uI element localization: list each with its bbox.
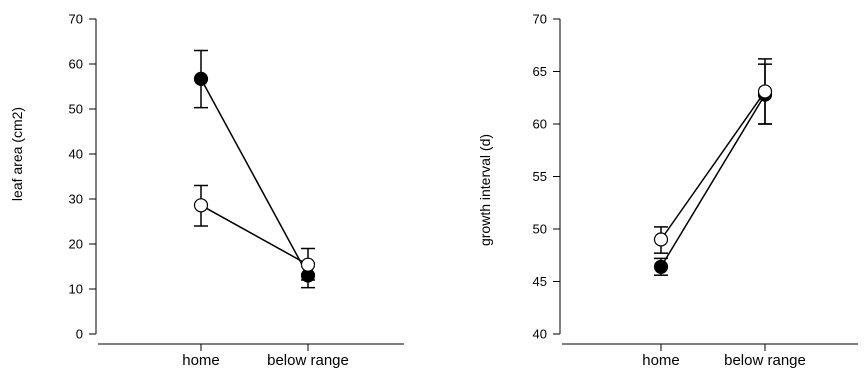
y-tick-label: 30 (69, 192, 83, 207)
data-point-filled (653, 259, 669, 274)
series-line (660, 94, 766, 268)
x-tick-label-home: home (182, 352, 220, 369)
plot-area-growth-interval: 40 45 50 55 60 65 70 (533, 12, 858, 351)
series-line (200, 204, 309, 266)
y-tick-label: 40 (69, 147, 83, 162)
data-point-open (757, 84, 773, 99)
series-line (660, 91, 766, 240)
y-tick-label: 10 (69, 282, 83, 297)
series-line (200, 78, 309, 276)
y-tick-label: 55 (533, 169, 547, 184)
x-tick-label-below-range: below range (724, 352, 806, 369)
chart-leaf-area: leaf area (cm2) 0 10 20 30 40 50 60 70 home bel… (9, 12, 404, 369)
y-tick-label: 65 (533, 64, 547, 79)
y-tick-label: 70 (533, 12, 547, 27)
y-tick-label: 0 (76, 327, 83, 342)
y-tick-label: 60 (533, 117, 547, 132)
y-tick-label: 50 (69, 102, 83, 117)
y-tick-label: 60 (69, 57, 83, 72)
data-point-open (300, 257, 316, 272)
y-tick-label: 50 (533, 222, 547, 237)
plot-area-leaf-area: 0 10 20 30 40 50 60 70 (69, 12, 404, 351)
y-tick-label: 70 (69, 12, 83, 27)
y-axis-title-growth-interval: growth interval (d) (477, 134, 493, 246)
x-tick-label-home: home (642, 352, 680, 369)
y-tick-label: 40 (533, 327, 547, 342)
data-point-filled (193, 71, 209, 86)
y-axis-title-leaf-area: leaf area (cm2) (9, 107, 25, 201)
data-point-open (653, 232, 669, 247)
x-tick-label-below-range: below range (267, 352, 349, 369)
y-tick-label: 45 (533, 274, 547, 289)
data-point-open (193, 198, 209, 213)
y-tick-label: 20 (69, 237, 83, 252)
